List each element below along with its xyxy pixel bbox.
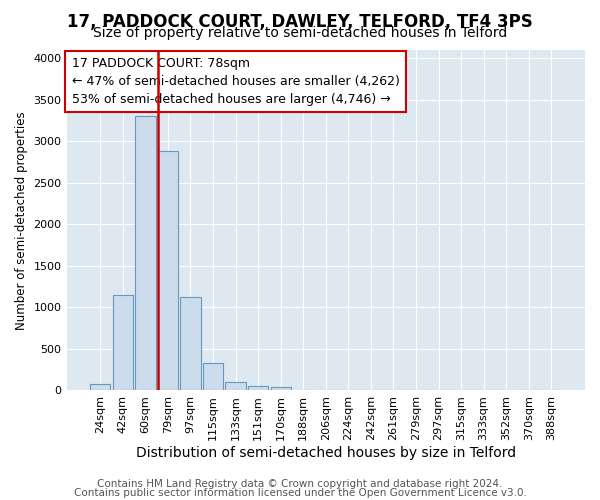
Bar — [203, 364, 223, 390]
Bar — [113, 295, 133, 390]
X-axis label: Distribution of semi-detached houses by size in Telford: Distribution of semi-detached houses by … — [136, 446, 516, 460]
Text: 17 PADDOCK COURT: 78sqm
← 47% of semi-detached houses are smaller (4,262)
53% of: 17 PADDOCK COURT: 78sqm ← 47% of semi-de… — [72, 57, 400, 106]
Bar — [181, 298, 200, 390]
Bar — [226, 382, 246, 390]
Bar — [135, 116, 155, 390]
Text: Contains public sector information licensed under the Open Government Licence v3: Contains public sector information licen… — [74, 488, 526, 498]
Bar — [248, 386, 268, 390]
Bar — [158, 152, 178, 390]
Text: 17, PADDOCK COURT, DAWLEY, TELFORD, TF4 3PS: 17, PADDOCK COURT, DAWLEY, TELFORD, TF4 … — [67, 12, 533, 30]
Bar — [271, 387, 291, 390]
Text: Contains HM Land Registry data © Crown copyright and database right 2024.: Contains HM Land Registry data © Crown c… — [97, 479, 503, 489]
Bar — [90, 384, 110, 390]
Text: Size of property relative to semi-detached houses in Telford: Size of property relative to semi-detach… — [93, 26, 507, 40]
Y-axis label: Number of semi-detached properties: Number of semi-detached properties — [15, 111, 28, 330]
